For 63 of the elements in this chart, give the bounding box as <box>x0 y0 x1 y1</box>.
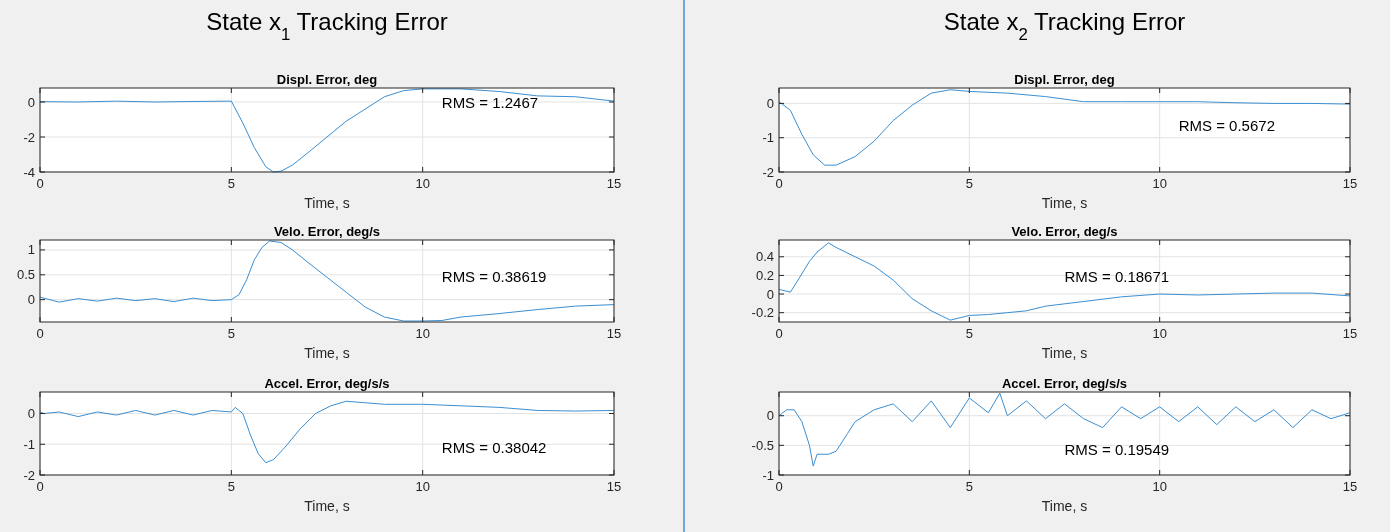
y-tick-label: -2 <box>762 164 774 180</box>
x-tick-label: 10 <box>1152 479 1167 494</box>
y-tick-label: 0.5 <box>16 267 35 283</box>
x-tick-label: 5 <box>965 479 973 494</box>
x-tick-label: 10 <box>415 176 430 191</box>
x-tick-label: 5 <box>227 479 235 494</box>
y-tick-label: -0.2 <box>751 305 774 321</box>
x-tick-label: 10 <box>1152 326 1167 341</box>
y-tick-label: 1 <box>27 242 35 258</box>
annotation: RMS = 0.19549 <box>1064 441 1170 459</box>
chart-title: Accel. Error, deg/s/s <box>1001 376 1128 391</box>
x-tick-label: 15 <box>1342 479 1358 494</box>
x-tick-label: 15 <box>1342 176 1358 191</box>
y-tick-label: 0 <box>766 95 774 111</box>
line-series <box>40 240 614 322</box>
chart-title: Accel. Error, deg/s/s <box>264 376 390 391</box>
y-tick-label: 0 <box>27 94 35 110</box>
text: State x$_{2}$ Tracking Error <box>943 8 1186 44</box>
chart-title: Displ. Error, deg <box>276 72 378 87</box>
line-series <box>779 242 1350 321</box>
x-tick-label: 10 <box>415 326 430 341</box>
y-tick-label: -4 <box>23 164 35 180</box>
line-series <box>40 400 614 464</box>
chart-title: Displ. Error, deg <box>1014 72 1115 87</box>
annotation: RMS = 0.18671 <box>1064 267 1170 285</box>
x-axis-title: Time, s <box>1041 498 1088 514</box>
y-tick-label: 0 <box>766 286 774 302</box>
line-series <box>779 89 1350 166</box>
x-axis-title: Time, s <box>1041 345 1088 361</box>
chart-title: Velo. Error, deg/s <box>273 224 381 239</box>
y-tick-label: -2 <box>23 129 35 145</box>
x-tick-label: 10 <box>1152 176 1167 191</box>
annotation: RMS = 0.38619 <box>441 267 547 285</box>
y-tick-label: 0 <box>27 292 35 308</box>
chart-title: Velo. Error, deg/s <box>1011 224 1118 239</box>
x-axis-title: Time, s <box>1041 195 1088 211</box>
annotation: RMS = 0.38042 <box>441 439 547 457</box>
x-tick-label: 15 <box>606 479 622 494</box>
text: State x$_{1}$ Tracking Error <box>206 8 448 44</box>
line-series <box>40 88 614 173</box>
y-tick-label: 0.4 <box>755 249 774 265</box>
x-tick-label: 15 <box>1342 326 1358 341</box>
y-tick-label: -1 <box>762 467 774 483</box>
y-tick-label: 0.2 <box>755 267 774 283</box>
annotation: RMS = 1.2467 <box>441 94 539 112</box>
x-tick-label: 5 <box>965 326 973 341</box>
x-tick-label: 5 <box>227 176 235 191</box>
x-tick-label: 15 <box>606 326 622 341</box>
x-tick-label: 5 <box>965 176 973 191</box>
x-tick-label: 10 <box>415 479 430 494</box>
annotation: RMS = 0.5672 <box>1178 116 1276 134</box>
x-axis-title: Time, s <box>304 498 350 514</box>
y-tick-label: -1 <box>762 130 774 146</box>
line-series <box>779 392 1350 467</box>
y-tick-label: 0 <box>27 406 35 422</box>
x-axis-title: Time, s <box>304 345 350 361</box>
x-tick-label: 5 <box>227 326 235 341</box>
y-tick-label: -0.5 <box>751 437 774 453</box>
y-tick-label: -1 <box>23 436 35 452</box>
x-tick-label: 15 <box>606 176 622 191</box>
x-axis-title: Time, s <box>304 195 350 211</box>
y-tick-label: 0 <box>766 408 774 424</box>
y-tick-label: -2 <box>23 467 35 483</box>
